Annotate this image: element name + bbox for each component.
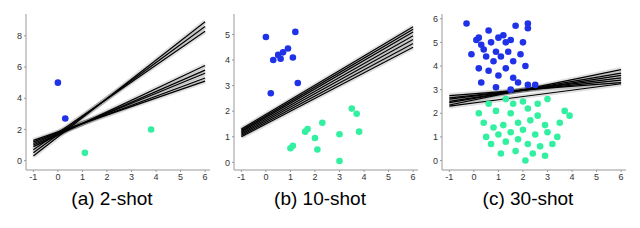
html-text:(c) 30-shot: (c) 30-shot <box>482 188 574 209</box>
svg-text:5: 5 <box>386 172 391 182</box>
svg-text:0: 0 <box>55 172 60 182</box>
svg-text:8: 8 <box>17 31 22 41</box>
svg-text:0: 0 <box>225 158 230 168</box>
svg-text:-1: -1 <box>445 172 453 182</box>
svg-text:1: 1 <box>433 132 438 142</box>
svg-text:-1: -1 <box>237 172 245 182</box>
svg-text:4: 4 <box>225 55 230 65</box>
html-text:(b) 10-shot: (b) 10-shot <box>274 188 366 209</box>
svg-text:5: 5 <box>225 30 230 40</box>
svg-text:0: 0 <box>433 156 438 166</box>
svg-text:3: 3 <box>225 81 230 91</box>
svg-text:6: 6 <box>411 172 416 182</box>
svg-text:2: 2 <box>104 172 109 182</box>
svg-text:4: 4 <box>362 172 367 182</box>
svg-text:4: 4 <box>17 93 22 103</box>
html-text:(a) 2-shot: (a) 2-shot <box>71 188 153 209</box>
svg-text:6: 6 <box>619 172 624 182</box>
svg-text:3: 3 <box>337 172 342 182</box>
svg-text:6: 6 <box>433 14 438 24</box>
svg-text:6: 6 <box>203 172 208 182</box>
svg-text:6: 6 <box>17 62 22 72</box>
svg-text:2: 2 <box>225 106 230 116</box>
svg-text:5: 5 <box>433 38 438 48</box>
svg-text:2: 2 <box>433 108 438 118</box>
svg-text:5: 5 <box>178 172 183 182</box>
svg-text:2: 2 <box>520 172 525 182</box>
svg-text:2: 2 <box>312 172 317 182</box>
svg-text:3: 3 <box>433 85 438 95</box>
svg-text:-1: -1 <box>29 172 37 182</box>
svg-text:0: 0 <box>471 172 476 182</box>
svg-text:4: 4 <box>154 172 159 182</box>
svg-text:0: 0 <box>263 172 268 182</box>
svg-text:0: 0 <box>17 156 22 166</box>
svg-text:1: 1 <box>288 172 293 182</box>
svg-text:1: 1 <box>496 172 501 182</box>
svg-text:4: 4 <box>570 172 575 182</box>
svg-text:4: 4 <box>433 61 438 71</box>
svg-text:1: 1 <box>80 172 85 182</box>
svg-text:2: 2 <box>17 125 22 135</box>
svg-text:1: 1 <box>225 132 230 142</box>
svg-text:3: 3 <box>129 172 134 182</box>
svg-text:5: 5 <box>594 172 599 182</box>
svg-text:3: 3 <box>545 172 550 182</box>
